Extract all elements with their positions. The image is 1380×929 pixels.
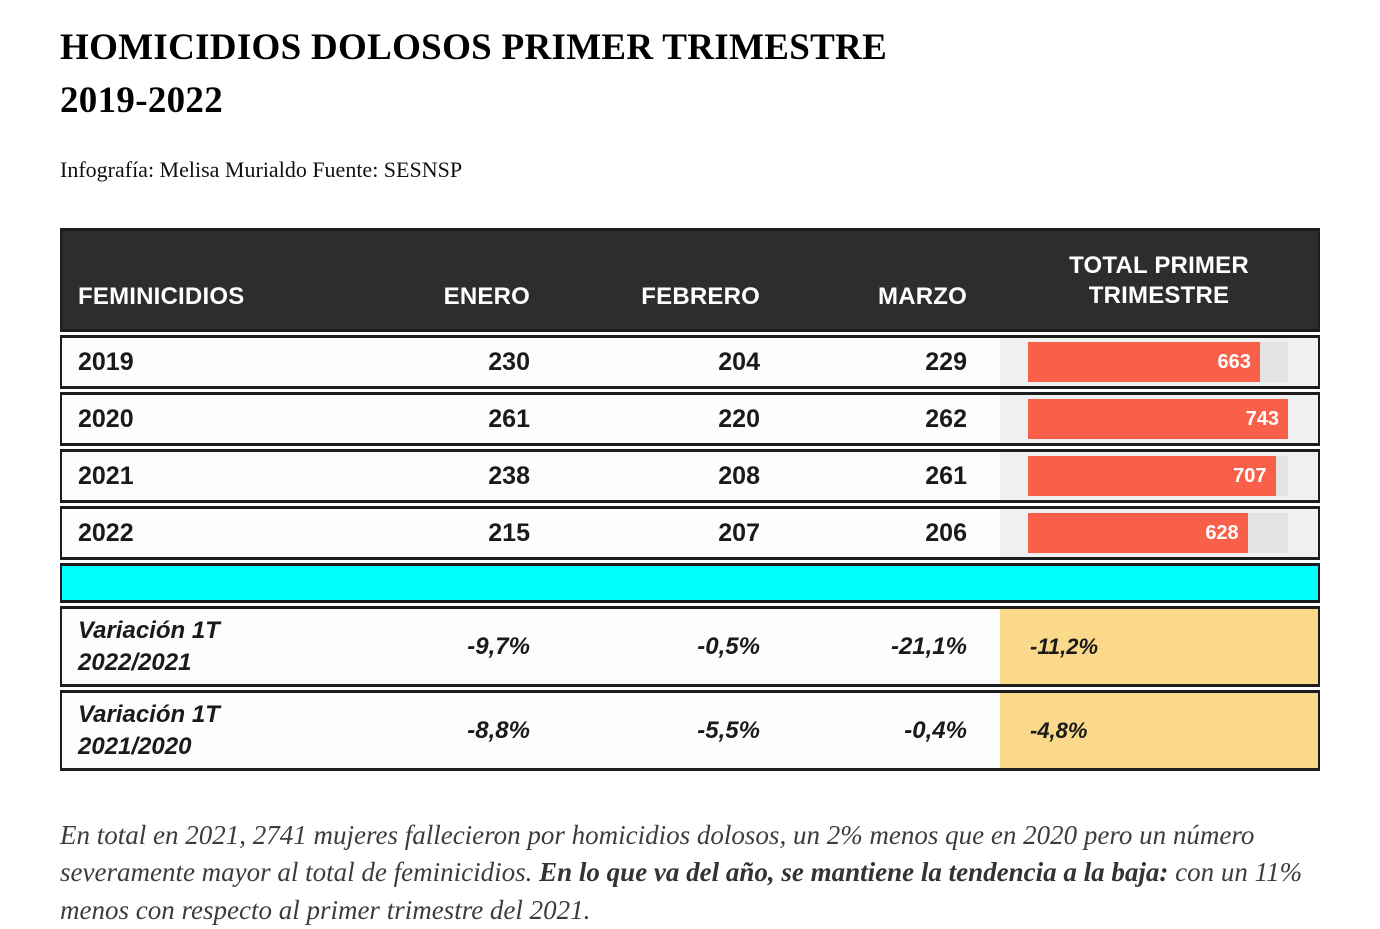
cell-year: 2020 <box>78 404 134 433</box>
variation-label: Variación 1T 2022/2021 <box>62 609 340 684</box>
cell-marzo: 261 <box>925 461 967 490</box>
table-header-row: FEMINICIDIOS ENERO FEBRERO MARZO TOTAL P… <box>60 228 1320 333</box>
cell-total: 663 <box>1000 338 1318 387</box>
variation-label-line1: Variación 1T <box>78 701 220 729</box>
cell-enero: 238 <box>488 461 530 490</box>
cell-marzo: 262 <box>925 404 967 433</box>
feminicidios-table: FEMINICIDIOS ENERO FEBRERO MARZO TOTAL P… <box>60 228 1320 772</box>
col-header-enero: ENERO <box>443 283 530 311</box>
footnote-paragraph: En total en 2021, 2741 mujeres fallecier… <box>60 817 1328 929</box>
bar-track: 707 <box>1028 456 1288 497</box>
cell-febrero: 204 <box>718 347 760 376</box>
variation-label-line2: 2022/2021 <box>78 648 192 676</box>
variation-row-2022-2021: Variación 1T 2022/2021 -9,7% -0,5% -21,1… <box>60 606 1320 688</box>
col-header-total-label: TOTAL PRIMER TRIMESTRE <box>1069 252 1249 310</box>
cell-year: 2022 <box>78 518 134 547</box>
credit-line: Infografía: Melisa Murialdo Fuente: SESN… <box>60 157 463 183</box>
cell-variation-febrero: -0,5% <box>697 632 760 660</box>
variation-row-2021-2020: Variación 1T 2021/2020 -8,8% -5,5% -0,4%… <box>60 690 1320 772</box>
cell-marzo: 229 <box>925 347 967 376</box>
bar-track: 628 <box>1028 513 1288 554</box>
variation-label: Variación 1T 2021/2020 <box>62 693 340 768</box>
table-row-2020: 2020 261 220 262 743 <box>60 392 1320 447</box>
cell-year: 2021 <box>78 461 134 490</box>
cell-febrero: 207 <box>718 518 760 547</box>
table-row-2021: 2021 238 208 261 707 <box>60 449 1320 504</box>
cell-total: 707 <box>1000 452 1318 501</box>
cell-variation-marzo: -21,1% <box>890 632 967 660</box>
cell-total: 628 <box>1000 509 1318 558</box>
col-header-total: TOTAL PRIMER TRIMESTRE <box>1000 231 1318 329</box>
cell-year: 2019 <box>78 347 134 376</box>
col-header-marzo: MARZO <box>878 283 967 311</box>
cell-variation-total: -4,8% <box>1000 693 1318 769</box>
col-header-feminicidios: FEMINICIDIOS <box>78 283 245 311</box>
total-bar-value: 628 <box>1205 521 1239 544</box>
footnote-text-1: En total en 2021, 2741 mujeres fallecier… <box>60 820 1255 888</box>
total-bar-value: 707 <box>1233 464 1267 487</box>
bar-track: 663 <box>1028 342 1288 383</box>
footnote-text-bold: En lo que va del año, se mantiene la ten… <box>539 857 1169 888</box>
page-title: HOMICIDIOS DOLOSOS PRIMER TRIMESTRE 2019… <box>60 22 1320 127</box>
page-title-line2: 2019-2022 <box>60 79 224 121</box>
cell-total: 743 <box>1000 395 1318 444</box>
cell-marzo: 206 <box>925 518 967 547</box>
cell-variation-marzo: -0,4% <box>904 716 967 744</box>
table-row-2019: 2019 230 204 229 663 <box>60 335 1320 390</box>
cyan-divider-band <box>60 563 1320 604</box>
total-bar-value: 663 <box>1217 350 1251 373</box>
cell-variation-febrero: -5,5% <box>697 716 760 744</box>
table-row-2022: 2022 215 207 206 628 <box>60 506 1320 561</box>
cell-enero: 261 <box>488 404 530 433</box>
col-header-febrero: FEBRERO <box>641 283 760 311</box>
total-bar: 707 <box>1028 456 1276 497</box>
variation-label-line1: Variación 1T <box>78 617 220 645</box>
total-bar: 628 <box>1028 513 1248 554</box>
bar-track: 743 <box>1028 399 1288 440</box>
cell-enero: 215 <box>488 518 530 547</box>
cell-variation-enero: -8,8% <box>467 716 530 744</box>
page-title-line1: HOMICIDIOS DOLOSOS PRIMER TRIMESTRE <box>60 27 888 68</box>
cell-variation-total: -11,2% <box>1000 609 1318 685</box>
total-bar: 663 <box>1028 342 1260 383</box>
variation-label-line2: 2021/2020 <box>78 732 192 760</box>
cell-febrero: 208 <box>718 461 760 490</box>
total-bar-value: 743 <box>1245 407 1279 430</box>
total-bar: 743 <box>1028 399 1288 440</box>
cell-febrero: 220 <box>718 404 760 433</box>
cell-variation-enero: -9,7% <box>467 632 530 660</box>
cell-enero: 230 <box>488 347 530 376</box>
